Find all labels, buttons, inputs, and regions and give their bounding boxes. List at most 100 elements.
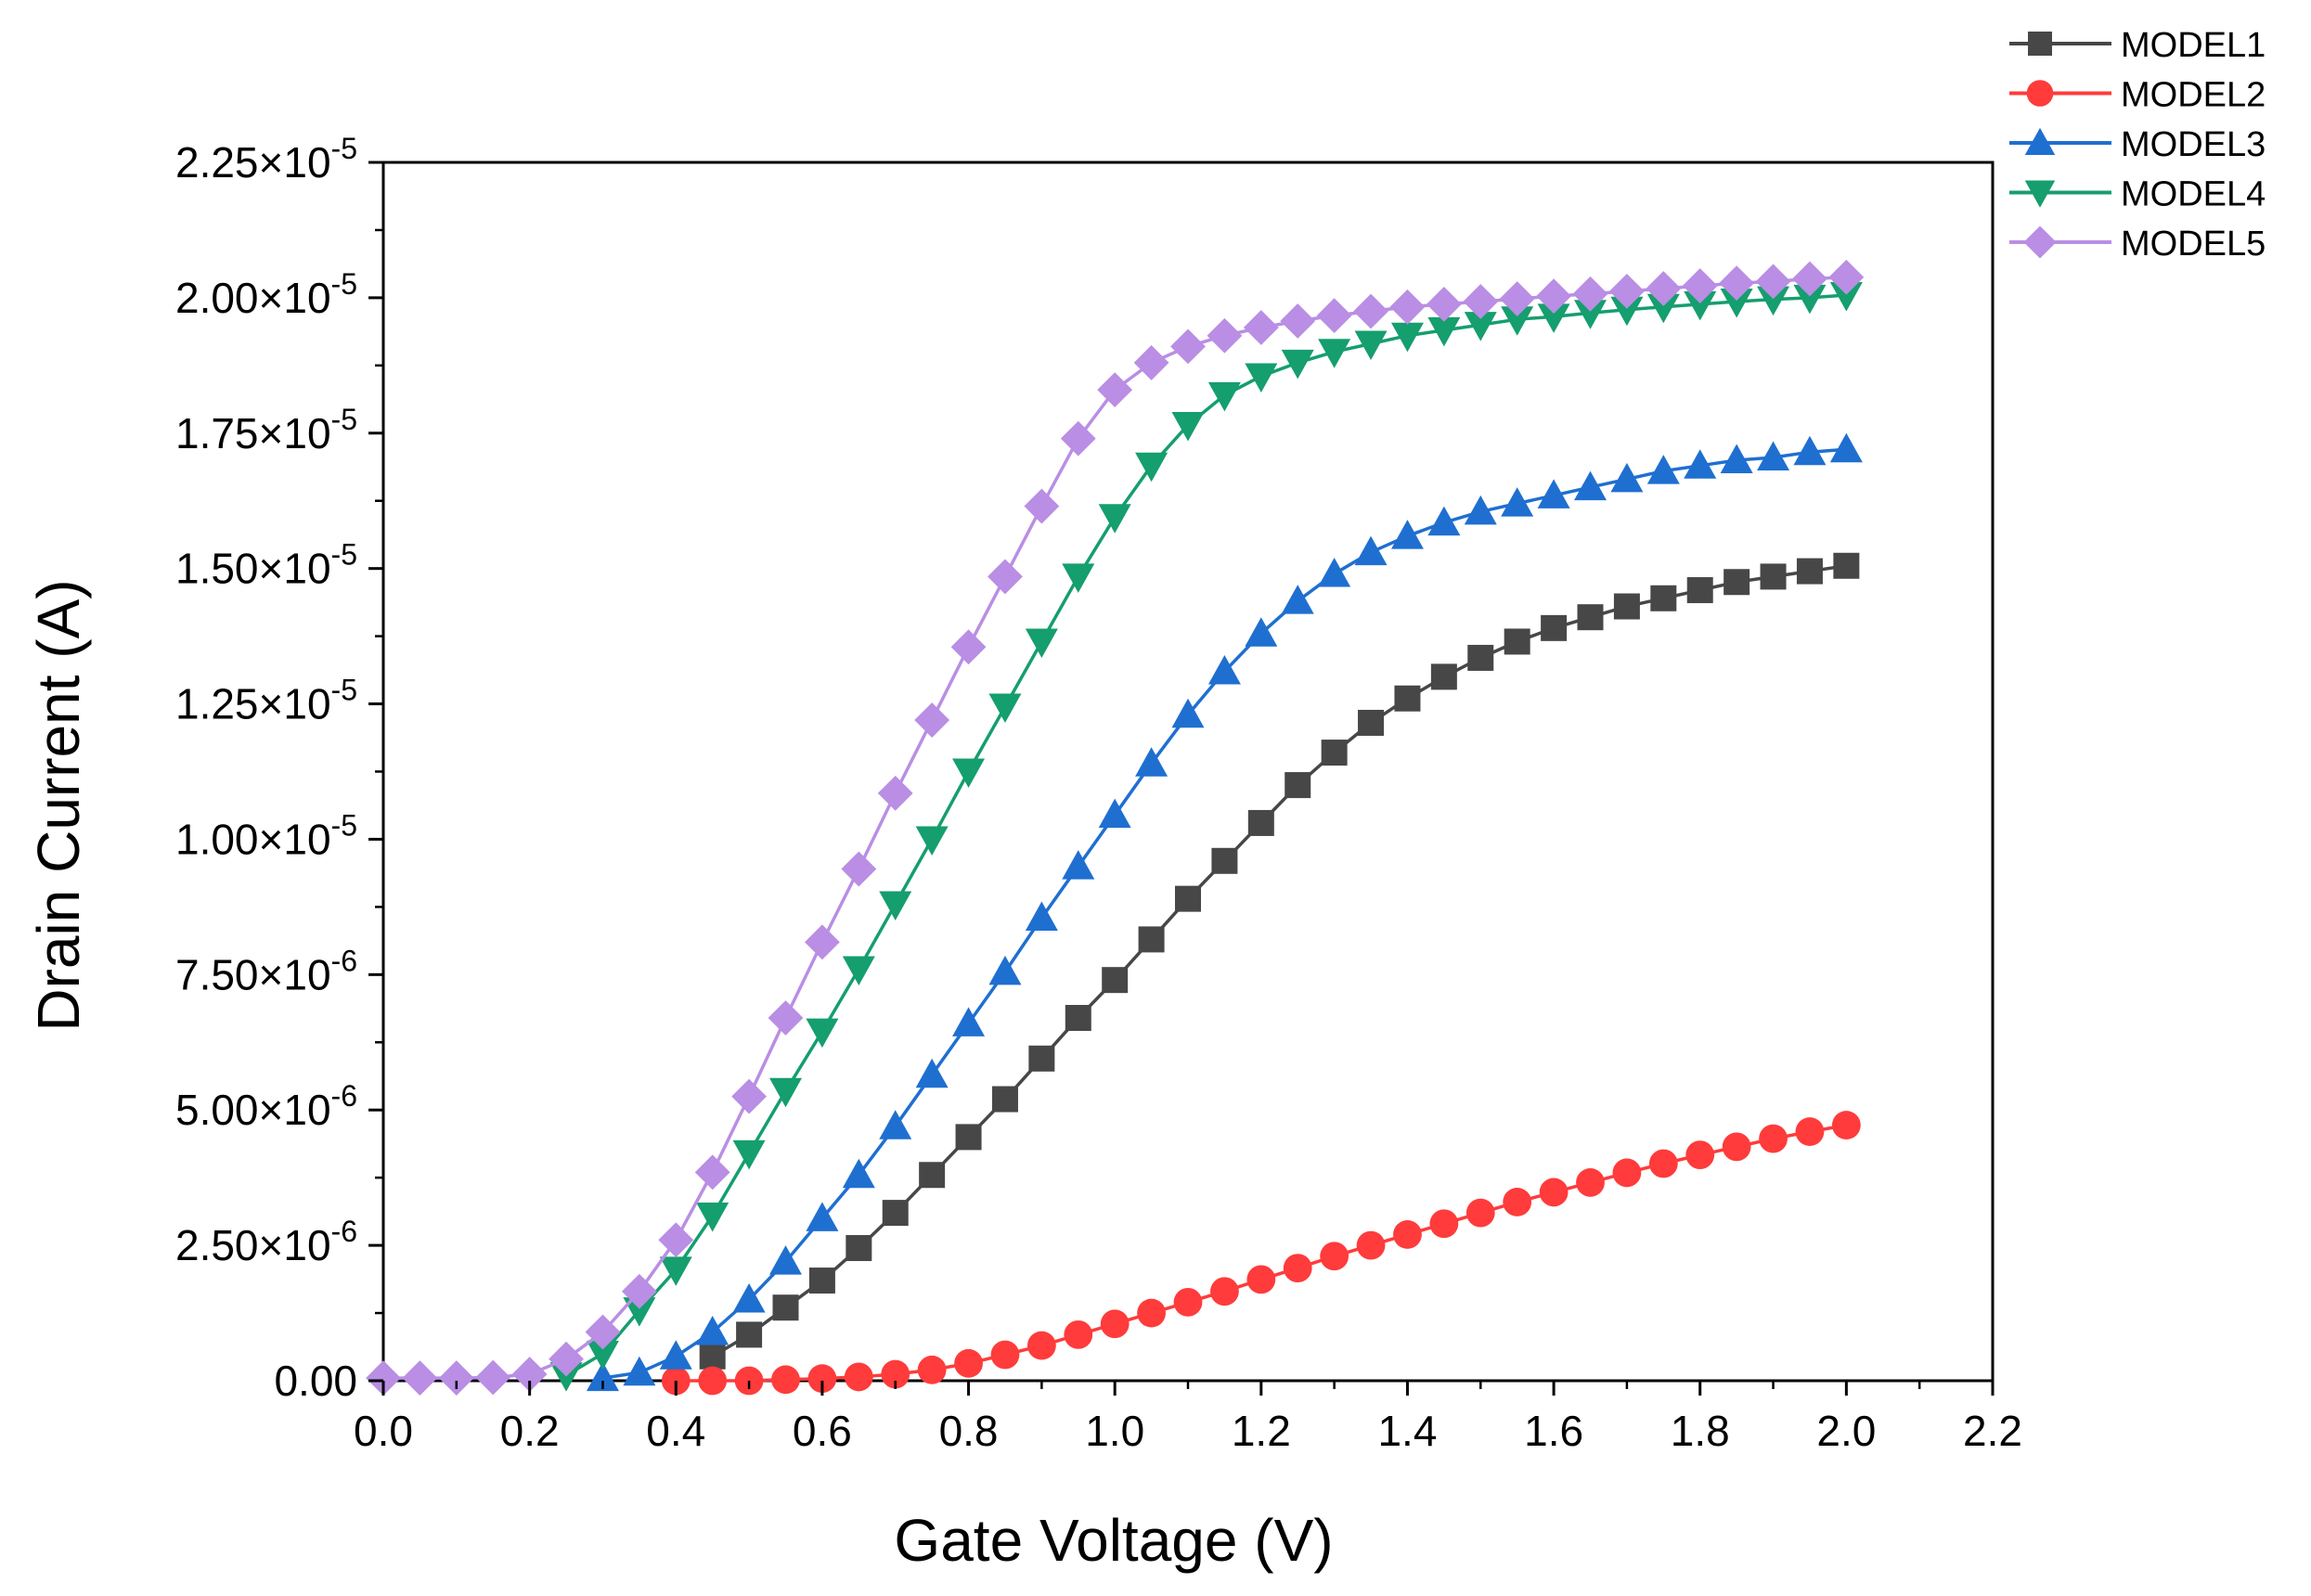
data-point	[621, 1273, 657, 1309]
x-tick-label: 0.8	[939, 1407, 999, 1455]
data-point	[1393, 1220, 1422, 1249]
series-model1	[699, 552, 1860, 1370]
data-point	[914, 702, 950, 738]
data-point	[1318, 339, 1351, 368]
y-tick-label: 1.25×10-5	[175, 674, 357, 728]
data-point	[1247, 809, 1274, 836]
data-point	[1207, 317, 1243, 354]
data-point	[1795, 1117, 1825, 1146]
data-point	[768, 1000, 804, 1036]
data-point	[475, 1359, 511, 1396]
data-point	[1211, 847, 1238, 874]
data-point	[1062, 850, 1095, 880]
data-point	[1024, 488, 1060, 524]
data-point	[1501, 487, 1534, 517]
y-tick-label: 0.00	[274, 1357, 357, 1405]
legend-label: MODEL2	[2121, 76, 2266, 115]
data-point	[806, 1018, 839, 1049]
data-point	[1792, 261, 1827, 297]
data-point	[1389, 289, 1426, 325]
data-point	[1536, 278, 1571, 315]
x-tick-label: 2.0	[1816, 1407, 1876, 1455]
data-point	[1097, 372, 1133, 407]
data-point	[1610, 296, 1644, 327]
data-point	[585, 1314, 621, 1350]
data-point	[1138, 926, 1165, 953]
x-tick-label: 1.8	[1671, 1407, 1730, 1455]
data-point	[1719, 265, 1755, 302]
legend-label: MODEL4	[2121, 175, 2266, 214]
data-point	[988, 693, 1022, 723]
data-point	[659, 1256, 692, 1286]
data-point	[1646, 455, 1680, 484]
data-point	[879, 1110, 912, 1139]
data-point	[1612, 1158, 1642, 1188]
data-point	[586, 1361, 619, 1392]
data-point	[402, 1360, 438, 1396]
data-point	[1210, 1277, 1239, 1306]
data-point	[1429, 1209, 1459, 1239]
data-point	[438, 1360, 474, 1396]
data-point	[1390, 520, 1424, 549]
data-point	[1356, 1230, 1386, 1260]
data-point	[1354, 535, 1388, 566]
data-point	[771, 1365, 800, 1395]
data-point	[990, 1340, 1020, 1370]
data-point	[1102, 967, 1129, 994]
data-point	[511, 1357, 548, 1392]
series-model2	[661, 1111, 1861, 1396]
legend-marker	[2028, 32, 2052, 56]
data-point	[988, 559, 1023, 595]
legend-marker	[2023, 225, 2057, 259]
data-point	[549, 1362, 583, 1392]
x-tick-label: 1.0	[1085, 1407, 1144, 1455]
data-point	[1796, 558, 1823, 585]
series-model3	[586, 432, 1863, 1392]
data-point	[919, 1162, 946, 1189]
data-point	[1793, 284, 1827, 315]
x-tick-label: 0.0	[354, 1407, 413, 1455]
legend-marker	[2024, 127, 2056, 155]
data-point	[1759, 1124, 1788, 1153]
data-point	[1577, 604, 1604, 631]
data-point	[1246, 1265, 1276, 1294]
data-point	[1648, 1149, 1678, 1178]
data-point	[1100, 1309, 1130, 1339]
data-point	[1539, 1178, 1569, 1207]
data-point	[1541, 614, 1568, 641]
legend-marker	[2026, 80, 2054, 107]
data-point	[1609, 273, 1645, 309]
data-point	[1028, 1045, 1055, 1072]
data-point	[1320, 1242, 1349, 1271]
data-point	[1280, 303, 1316, 339]
x-tick-label: 1.2	[1232, 1407, 1291, 1455]
legend-item-model1: MODEL1	[2009, 26, 2266, 65]
series-line	[565, 293, 1847, 1377]
data-point	[1465, 1198, 1495, 1228]
data-point	[1171, 412, 1205, 442]
data-point	[1426, 286, 1462, 322]
data-point	[1283, 1254, 1312, 1283]
data-point	[732, 1139, 766, 1170]
data-point	[1684, 449, 1717, 479]
data-point	[696, 1203, 729, 1232]
data-point	[1572, 276, 1608, 312]
data-point	[950, 629, 987, 665]
data-point	[586, 1340, 619, 1371]
data-point	[366, 1360, 401, 1396]
data-point	[1135, 747, 1168, 777]
data-point	[1358, 709, 1385, 736]
data-point	[1060, 420, 1096, 457]
data-point	[623, 1297, 656, 1327]
data-point	[1133, 345, 1169, 380]
data-point	[1025, 628, 1058, 658]
data-point	[1686, 577, 1713, 604]
y-axis-title: Drain Current (A)	[25, 579, 92, 1031]
data-point	[1207, 381, 1241, 412]
legend-item-model4: MODEL4	[2009, 175, 2266, 214]
data-point	[1503, 1188, 1532, 1216]
data-point	[731, 1078, 767, 1114]
y-tick-label: 7.50×10-6	[175, 944, 357, 998]
data-point	[952, 758, 986, 788]
data-point	[1245, 363, 1278, 393]
